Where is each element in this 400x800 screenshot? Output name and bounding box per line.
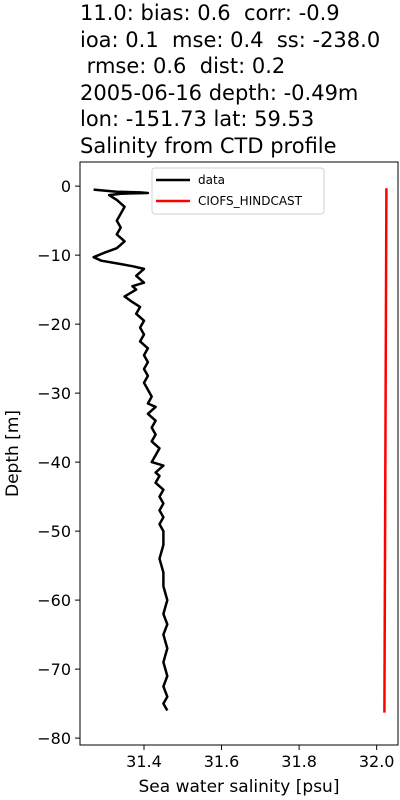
title-line: ioa: 0.1 mse: 0.4 ss: -238.0 [80, 27, 381, 52]
y-tick-label: −60 [37, 591, 71, 610]
series-line-0 [92, 188, 169, 712]
y-tick-label: 0 [61, 177, 71, 196]
x-axis-label: Sea water salinity [psu] [139, 777, 340, 797]
x-tick-label: 32.0 [359, 752, 395, 771]
legend-box [151, 167, 325, 215]
y-tick-label: −50 [37, 522, 71, 541]
title-line: Salinity from CTD profile [80, 133, 337, 158]
legend-label: data [198, 173, 225, 187]
x-tick-label: 31.8 [281, 752, 317, 771]
legend-label: CIOFS_HINDCAST [198, 194, 303, 208]
y-tick-label: −70 [37, 660, 71, 679]
title-line: 11.0: bias: 0.6 corr: -0.9 [80, 1, 340, 25]
axis-ticks: 31.4 31.6 31.8 32.0 0 −10 −20 −30 −40 −50 −60 −70 −8… [37, 177, 394, 771]
chart-title: 11.0: bias: 0.6 corr: -0.9 ioa: 0.1 mse: … [80, 0, 398, 159]
y-tick-label: −80 [37, 729, 71, 748]
y-tick-label: −10 [37, 246, 71, 265]
x-tick-label: 31.4 [126, 752, 162, 771]
title-line: lon: -151.73 lat: 59.53 [80, 107, 315, 131]
series-line-1 [383, 188, 388, 713]
x-tick-label: 31.6 [204, 752, 240, 771]
y-tick-label: −40 [37, 453, 71, 472]
axes-frame [79, 161, 399, 746]
title-line: 2005-06-16 depth: -0.49m [80, 80, 359, 105]
title-line: rmse: 0.6 dist: 0.2 [80, 54, 286, 78]
series-lines [92, 188, 388, 713]
y-tick-label: −30 [37, 384, 71, 403]
y-axis-label: Depth [m] [3, 410, 23, 497]
legend: data CIOFS_HINDCAST [151, 167, 325, 215]
y-tick-label: −20 [37, 315, 71, 334]
